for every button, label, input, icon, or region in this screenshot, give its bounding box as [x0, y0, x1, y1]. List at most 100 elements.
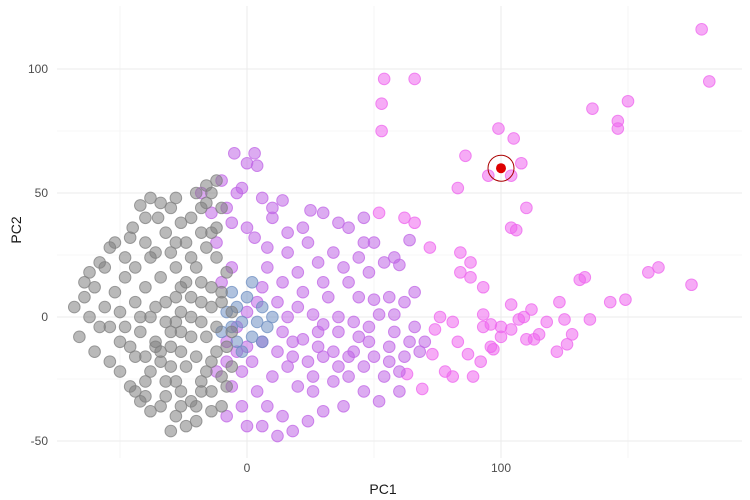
- data-point: [235, 399, 249, 413]
- data-point: [446, 315, 460, 329]
- data-point: [291, 266, 305, 279]
- data-point: [642, 266, 655, 279]
- data-point: [362, 320, 376, 334]
- data-point: [210, 345, 223, 359]
- data-point: [281, 310, 294, 324]
- data-point: [240, 419, 254, 433]
- data-point: [250, 315, 264, 329]
- data-point: [286, 424, 300, 438]
- data-point: [159, 226, 173, 239]
- data-point: [194, 275, 208, 289]
- data-point: [573, 273, 587, 287]
- data-point: [248, 231, 261, 244]
- data-point: [139, 350, 152, 363]
- data-point: [507, 132, 521, 145]
- x-axis-ticks: 0 100: [244, 461, 512, 475]
- data-point: [98, 300, 112, 314]
- data-point: [621, 94, 635, 108]
- data-point: [240, 156, 254, 170]
- data-point: [332, 325, 345, 339]
- data-point: [332, 360, 345, 373]
- data-point: [377, 370, 391, 383]
- data-point: [301, 355, 315, 368]
- data-point: [128, 261, 142, 274]
- data-point: [466, 370, 480, 383]
- data-point: [78, 290, 91, 304]
- data-point: [377, 72, 391, 86]
- data-point: [200, 330, 213, 344]
- data-point: [525, 303, 538, 316]
- x-tick-label: 0: [244, 461, 251, 475]
- data-point: [393, 258, 406, 272]
- data-point: [454, 246, 467, 259]
- x-tick-label: 100: [491, 461, 511, 475]
- data-point: [266, 310, 279, 324]
- data-point: [205, 300, 218, 314]
- data-point: [377, 256, 391, 269]
- data-point: [210, 320, 223, 334]
- data-point: [174, 385, 188, 398]
- data-point: [464, 256, 477, 269]
- data-point: [200, 196, 213, 210]
- data-point: [337, 399, 350, 413]
- data-point: [492, 122, 505, 135]
- data-point: [118, 251, 132, 264]
- data-point: [527, 333, 541, 346]
- data-point: [375, 97, 388, 111]
- data-point: [255, 335, 269, 349]
- data-point: [398, 350, 411, 363]
- data-point: [413, 345, 427, 359]
- data-point: [433, 310, 447, 324]
- data-point: [281, 246, 294, 259]
- data-point: [78, 275, 91, 289]
- data-point: [169, 261, 183, 274]
- data-point: [73, 330, 86, 344]
- data-point: [321, 290, 335, 304]
- data-point: [266, 211, 279, 225]
- data-point: [149, 300, 162, 314]
- data-point: [451, 335, 465, 349]
- data-point: [123, 340, 137, 354]
- data-point: [255, 300, 269, 314]
- data-point: [134, 395, 147, 408]
- data-point: [428, 323, 442, 336]
- data-point: [342, 370, 355, 383]
- data-point: [517, 310, 531, 324]
- data-point: [154, 196, 167, 210]
- data-point: [504, 323, 518, 336]
- data-point: [189, 261, 203, 274]
- data-point: [139, 236, 152, 249]
- data-point: [327, 375, 340, 388]
- data-point: [382, 290, 396, 304]
- data-point: [205, 226, 218, 239]
- data-point: [296, 221, 310, 235]
- y-tick-label: 50: [35, 186, 49, 200]
- data-point: [210, 251, 223, 264]
- data-point: [205, 206, 218, 220]
- data-point: [393, 365, 406, 378]
- data-point: [184, 395, 198, 408]
- data-point: [306, 370, 320, 383]
- data-point: [347, 345, 360, 359]
- data-point: [235, 365, 249, 378]
- data-point: [332, 310, 345, 324]
- data-point: [271, 345, 284, 359]
- data-point: [515, 156, 528, 170]
- data-point: [611, 122, 625, 135]
- data-point: [332, 216, 345, 230]
- data-point: [215, 201, 228, 215]
- data-point: [159, 295, 173, 309]
- data-point: [301, 236, 315, 249]
- data-point: [174, 345, 188, 359]
- data-point: [446, 370, 460, 383]
- data-point: [103, 320, 117, 334]
- data-point: [398, 211, 411, 225]
- data-point: [235, 315, 249, 329]
- data-point: [652, 261, 665, 274]
- data-point: [540, 315, 554, 329]
- data-point: [476, 308, 490, 321]
- data-point: [184, 290, 198, 304]
- data-point: [372, 308, 386, 321]
- data-point: [403, 335, 416, 349]
